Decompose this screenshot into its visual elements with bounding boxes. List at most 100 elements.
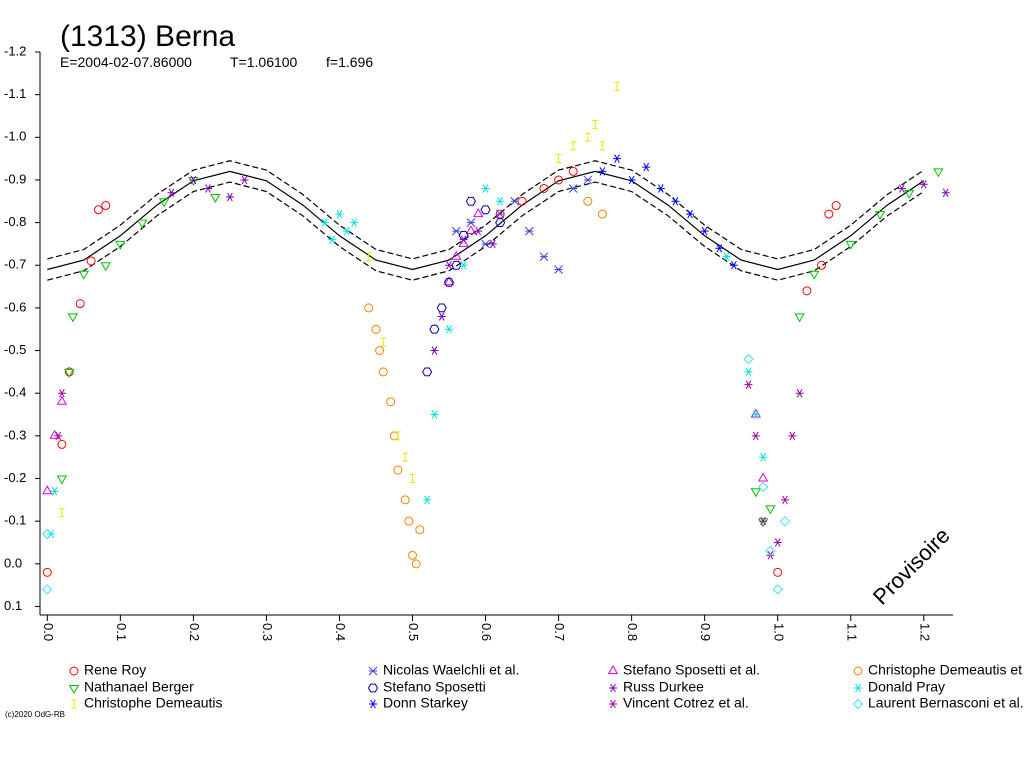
series — [598, 154, 738, 270]
legend-item: Nathanael Berger — [68, 679, 194, 695]
data-point — [451, 226, 461, 236]
data-point — [488, 239, 497, 249]
data-point — [42, 584, 53, 595]
y-tick-label: -0.4 — [4, 385, 26, 400]
data-point — [189, 175, 198, 185]
subtitle: T=1.06100 — [230, 54, 298, 70]
data-point — [56, 475, 68, 485]
data-point — [744, 367, 753, 377]
data-point — [510, 196, 520, 206]
legend-item: Russ Durkee — [609, 679, 704, 695]
data-point — [429, 324, 440, 334]
data-point — [137, 219, 148, 229]
data-point — [100, 262, 111, 272]
data-point — [451, 250, 462, 260]
data-point — [765, 545, 776, 557]
legend-marker — [369, 699, 377, 709]
data-point — [686, 209, 695, 219]
data-point — [750, 488, 761, 498]
data-point — [744, 380, 753, 389]
data-point — [874, 211, 886, 221]
data-point — [422, 367, 433, 377]
data-point — [86, 256, 96, 266]
data-point — [380, 337, 387, 347]
data-point — [437, 312, 446, 321]
data-point — [408, 550, 418, 560]
legend-label: Laurent Bernasconi et al. — [868, 695, 1024, 711]
data-point — [757, 481, 769, 493]
legend-item: Laurent Bernasconi et al. — [852, 695, 1024, 711]
x-tick-label: 0.3 — [260, 623, 275, 641]
model-curve — [47, 181, 925, 281]
data-point — [350, 218, 359, 227]
data-point — [759, 516, 768, 526]
y-tick-label: 0.0 — [4, 555, 22, 570]
y-tick-label: -0.1 — [4, 513, 26, 528]
data-point — [115, 240, 126, 250]
data-point — [210, 194, 221, 204]
data-point — [404, 516, 414, 526]
data-point — [613, 154, 622, 163]
y-tick-label: -0.2 — [4, 470, 26, 485]
data-point — [585, 132, 591, 142]
legend-item: Donald Pray — [854, 679, 945, 695]
data-point — [570, 141, 576, 151]
data-point — [642, 162, 651, 172]
data-point — [597, 209, 607, 219]
legend-item: Nicolas Waelchli et al. — [368, 662, 519, 678]
data-point — [897, 184, 906, 193]
y-tick-label: -1.0 — [4, 129, 26, 144]
data-point — [495, 218, 506, 227]
legend-label: Donn Starkey — [383, 695, 468, 711]
y-tick-label: -0.6 — [4, 299, 26, 314]
data-point — [335, 209, 344, 219]
data-point — [445, 261, 454, 270]
data-point — [481, 184, 490, 193]
data-point — [240, 175, 249, 185]
data-point — [700, 226, 709, 236]
data-point — [495, 209, 505, 219]
data-point — [592, 120, 598, 130]
data-point — [445, 324, 454, 334]
legend-item: Stefano Sposetti — [367, 679, 486, 695]
data-point — [415, 525, 425, 535]
data-point — [49, 429, 60, 439]
x-tick-label: 0.1 — [114, 623, 129, 641]
data-point — [941, 188, 950, 198]
subtitle: f=1.696 — [326, 54, 373, 70]
data-point — [480, 205, 491, 215]
legend-item: Rene Roy — [69, 662, 146, 678]
data-point — [525, 226, 534, 236]
series — [364, 196, 607, 569]
data-point — [57, 388, 66, 398]
data-point — [59, 508, 65, 518]
data-point — [583, 196, 593, 206]
data-point — [729, 261, 738, 270]
data-point — [474, 226, 483, 236]
data-point — [430, 346, 439, 355]
legend-item: Stefano Sposetti et al. — [607, 662, 760, 678]
legend-marker — [69, 666, 79, 676]
data-point — [465, 225, 477, 235]
data-point — [386, 397, 396, 407]
x-tick-label: 1.2 — [917, 623, 932, 641]
legend-marker — [854, 683, 862, 693]
data-point — [459, 235, 468, 244]
data-point — [757, 518, 769, 528]
data-point — [328, 235, 337, 244]
legend-item: Christophe Demeautis — [71, 695, 223, 711]
chart-title: (1313) Berna — [60, 20, 235, 53]
data-point — [54, 431, 63, 441]
model-curve — [47, 160, 925, 260]
data-point — [583, 175, 593, 185]
data-point — [781, 495, 790, 505]
data-point — [42, 485, 53, 495]
x-tick-label: 0.7 — [552, 623, 567, 641]
legend-marker — [607, 664, 619, 674]
data-point — [78, 270, 90, 280]
data-point — [824, 209, 834, 219]
data-point — [795, 388, 804, 398]
data-point — [765, 505, 776, 515]
data-point — [423, 495, 432, 505]
